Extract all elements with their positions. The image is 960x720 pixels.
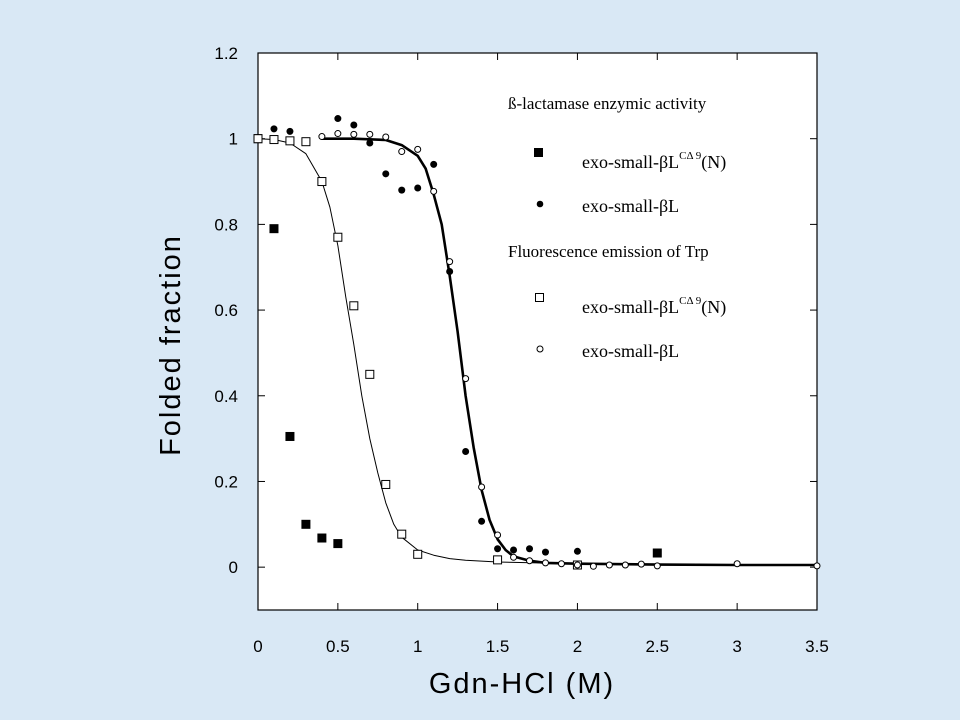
data-point-open-circle xyxy=(398,148,406,156)
y-tick-label: 0.8 xyxy=(214,215,238,234)
data-point-filled-circle xyxy=(270,125,278,133)
y-tick-label: 0.4 xyxy=(214,387,238,406)
data-point-open-circle xyxy=(430,187,438,195)
legend-marker-filled-square xyxy=(534,148,543,157)
legend: ß-lactamase enzymic activity exo-small-β… xyxy=(508,94,726,361)
data-point-open-circle xyxy=(589,562,597,570)
data-point-open-circle xyxy=(653,562,661,570)
x-tick-label: 1.5 xyxy=(486,637,510,656)
x-tick-label: 1 xyxy=(413,637,422,656)
y-tick-label: 0 xyxy=(229,558,238,577)
x-tick-label: 3 xyxy=(732,637,741,656)
data-point-filled-circle xyxy=(334,115,342,123)
data-point-filled-square xyxy=(301,519,311,529)
data-point-open-square xyxy=(333,232,343,242)
data-point-filled-circle xyxy=(541,548,549,556)
legend-marker-filled-circle xyxy=(536,200,544,208)
data-point-filled-square xyxy=(333,539,343,549)
x-tick-label: 2.5 xyxy=(645,637,669,656)
data-point-open-circle xyxy=(446,258,454,266)
data-point-filled-circle xyxy=(573,547,581,555)
data-point-filled-circle xyxy=(494,545,502,553)
axis-ticks xyxy=(257,52,818,610)
data-point-filled-circle xyxy=(414,184,422,192)
data-point-open-circle xyxy=(733,560,741,568)
data-point-filled-circle xyxy=(366,139,374,147)
y-axis-title: Folded fraction xyxy=(155,234,187,456)
data-point-open-square xyxy=(301,137,311,147)
data-point-open-circle xyxy=(637,560,645,568)
data-point-filled-circle xyxy=(462,447,470,455)
data-point-open-circle xyxy=(414,145,422,153)
data-point-open-circle xyxy=(813,562,821,570)
legend-marker-open-square xyxy=(535,293,544,302)
legend-group1-title: ß-lactamase enzymic activity xyxy=(508,94,707,113)
legend-entry-3: exo-small-βLCΔ 9(N) xyxy=(582,295,726,318)
data-point-open-square xyxy=(269,135,279,145)
data-point-filled-square xyxy=(317,533,327,543)
legend-entry-1: exo-small-βLCΔ 9(N) xyxy=(582,150,726,173)
data-point-open-circle xyxy=(541,559,549,567)
x-tick-label: 2 xyxy=(573,637,582,656)
y-tick-label: 1 xyxy=(229,130,238,149)
data-point-open-circle xyxy=(621,561,629,569)
x-tick-label: 3.5 xyxy=(805,637,829,656)
data-point-open-square xyxy=(349,301,359,311)
data-point-open-circle xyxy=(478,483,486,491)
data-point-open-square xyxy=(397,529,407,539)
data-point-open-circle xyxy=(366,130,374,138)
data-point-open-circle xyxy=(350,130,358,138)
data-point-open-circle xyxy=(318,133,326,141)
data-point-filled-circle xyxy=(286,127,294,135)
x-tick-label: 0.5 xyxy=(326,637,350,656)
data-point-open-circle xyxy=(526,557,534,565)
plot-area xyxy=(257,52,818,611)
data-point-open-circle xyxy=(573,561,581,569)
y-tick-label: 1.2 xyxy=(214,44,238,63)
data-point-open-circle xyxy=(557,560,565,568)
data-point-filled-circle xyxy=(398,186,406,194)
data-point-filled-circle xyxy=(350,121,358,129)
x-axis-title: Gdn-HCl (M) xyxy=(429,668,615,700)
data-point-open-square xyxy=(381,479,391,489)
data-point-open-square xyxy=(493,555,503,565)
legend-entry-2: exo-small-βL xyxy=(582,196,679,216)
data-points xyxy=(253,115,821,570)
data-point-open-circle xyxy=(382,133,390,141)
x-tick-label: 0 xyxy=(253,637,262,656)
data-point-filled-square xyxy=(285,431,295,441)
data-point-filled-circle xyxy=(446,268,454,276)
data-point-open-square xyxy=(413,549,423,559)
data-point-filled-circle xyxy=(382,170,390,178)
data-point-filled-circle xyxy=(510,546,518,554)
data-point-open-circle xyxy=(510,553,518,561)
data-point-filled-circle xyxy=(478,517,486,525)
y-tick-label: 0.6 xyxy=(214,301,238,320)
data-point-filled-square xyxy=(652,548,662,558)
data-point-open-square xyxy=(285,136,295,146)
data-point-open-square xyxy=(317,177,327,187)
axis-tick-labels: 0 0.5 1 1.5 2 2.5 3 3.5 0 0.2 0.4 0.6 0.8 1 1.2 xyxy=(214,44,828,656)
data-point-open-square xyxy=(253,134,263,144)
fit-curve-thick xyxy=(321,137,817,567)
legend-group2-title: Fluorescence emission of Trp xyxy=(508,242,709,261)
data-point-open-circle xyxy=(605,561,613,569)
data-point-filled-circle xyxy=(430,160,438,168)
data-point-filled-square xyxy=(269,224,279,234)
data-point-open-circle xyxy=(462,375,470,383)
data-point-filled-circle xyxy=(526,545,534,553)
data-point-open-circle xyxy=(334,130,342,138)
y-tick-label: 0.2 xyxy=(214,472,238,491)
legend-entry-4: exo-small-βL xyxy=(582,341,679,361)
data-point-open-square xyxy=(365,369,375,379)
data-point-open-circle xyxy=(494,531,502,539)
legend-marker-open-circle xyxy=(536,345,544,353)
